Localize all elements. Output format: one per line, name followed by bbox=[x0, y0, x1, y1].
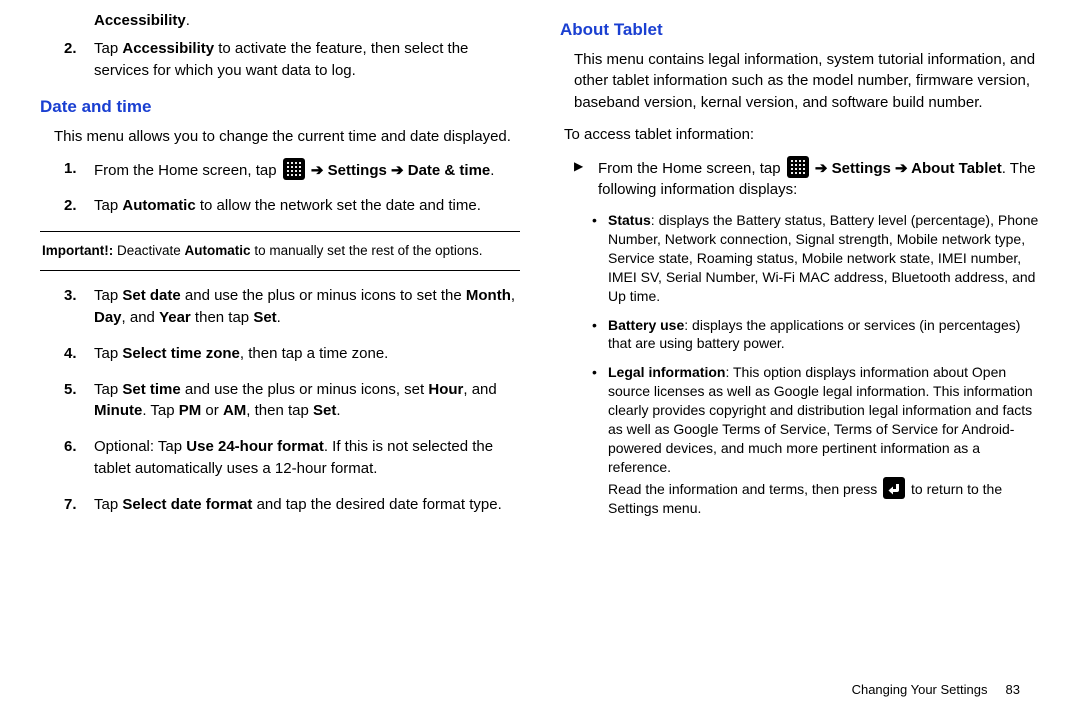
step-number: 1. bbox=[64, 158, 77, 180]
list-item: 4. Tap Select time zone, then tap a time… bbox=[64, 343, 520, 365]
accessibility-steps: Accessibility. 2. Tap Accessibility to a… bbox=[64, 10, 520, 81]
page-footer: Changing Your Settings 83 bbox=[852, 681, 1020, 700]
about-tablet-play-list: From the Home screen, tap ➔ Settings ➔ A… bbox=[574, 156, 1040, 202]
step-number: 5. bbox=[64, 379, 77, 401]
step-text: Optional: Tap Use 24-hour format. If thi… bbox=[94, 438, 493, 477]
list-item: 1. From the Home screen, tap ➔ Settings … bbox=[64, 158, 520, 182]
manual-page: Accessibility. 2. Tap Accessibility to a… bbox=[0, 0, 1080, 720]
step-text: Tap Set date and use the plus or minus i… bbox=[94, 287, 515, 326]
step-text: Tap Select time zone, then tap a time zo… bbox=[94, 345, 388, 362]
step-number: 6. bbox=[64, 436, 77, 458]
left-column: Accessibility. 2. Tap Accessibility to a… bbox=[40, 10, 520, 710]
list-item: Battery use: displays the applications o… bbox=[592, 316, 1040, 354]
apps-grid-icon bbox=[283, 158, 305, 180]
list-item: From the Home screen, tap ➔ Settings ➔ A… bbox=[574, 156, 1040, 202]
footer-page-number: 83 bbox=[1006, 682, 1020, 697]
date-time-heading: Date and time bbox=[40, 95, 520, 120]
step-text: Tap Select date format and tap the desir… bbox=[94, 496, 502, 513]
list-item: 2. Tap Automatic to allow the network se… bbox=[64, 195, 520, 217]
date-time-intro: This menu allows you to change the curre… bbox=[54, 126, 520, 148]
right-column: About Tablet This menu contains legal in… bbox=[560, 10, 1040, 710]
step-number: 2. bbox=[64, 38, 77, 60]
date-time-steps-cont: 3. Tap Set date and use the plus or minu… bbox=[64, 285, 520, 515]
accessibility-label: Accessibility bbox=[94, 12, 186, 29]
step-number: 2. bbox=[64, 195, 77, 217]
important-note: Important!: Deactivate Automatic to manu… bbox=[40, 231, 520, 271]
about-tablet-heading: About Tablet bbox=[560, 18, 1040, 43]
back-icon bbox=[883, 477, 905, 499]
step-number: 7. bbox=[64, 494, 77, 516]
list-item: Legal information: This option displays … bbox=[592, 363, 1040, 517]
about-tablet-intro: This menu contains legal information, sy… bbox=[574, 49, 1040, 114]
step-text: Tap Accessibility to activate the featur… bbox=[94, 40, 468, 79]
list-item: Accessibility. bbox=[64, 10, 520, 32]
step-number: 3. bbox=[64, 285, 77, 307]
step-number: 4. bbox=[64, 343, 77, 365]
list-item: 5. Tap Set time and use the plus or minu… bbox=[64, 379, 520, 423]
apps-grid-icon bbox=[787, 156, 809, 178]
list-item: 6. Optional: Tap Use 24-hour format. If … bbox=[64, 436, 520, 480]
step-text: From the Home screen, tap ➔ Settings ➔ D… bbox=[94, 162, 494, 179]
step-text: Tap Automatic to allow the network set t… bbox=[94, 197, 481, 214]
list-item: 3. Tap Set date and use the plus or minu… bbox=[64, 285, 520, 329]
date-time-steps: 1. From the Home screen, tap ➔ Settings … bbox=[64, 158, 520, 218]
step-text: Tap Set time and use the plus or minus i… bbox=[94, 381, 497, 420]
list-item: 7. Tap Select date format and tap the de… bbox=[64, 494, 520, 516]
about-tablet-access: To access tablet information: bbox=[564, 124, 1040, 146]
list-item: Status: displays the Battery status, Bat… bbox=[592, 211, 1040, 305]
list-item: 2. Tap Accessibility to activate the fea… bbox=[64, 38, 520, 82]
about-tablet-info-list: Status: displays the Battery status, Bat… bbox=[592, 211, 1040, 517]
footer-section: Changing Your Settings bbox=[852, 682, 988, 697]
